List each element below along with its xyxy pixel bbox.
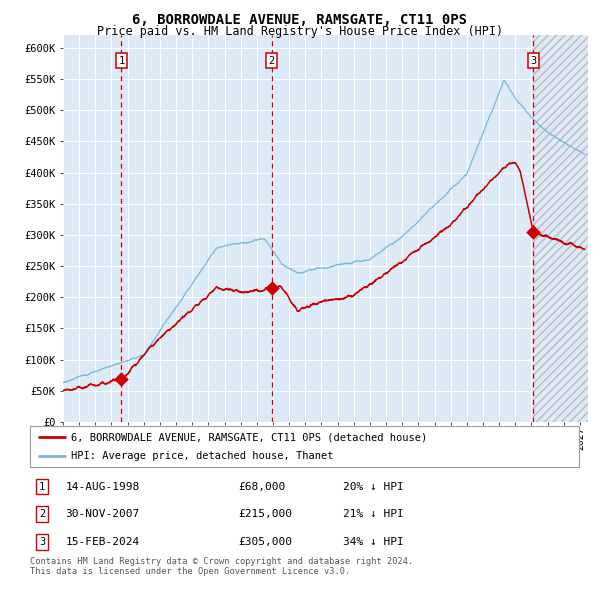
FancyBboxPatch shape <box>30 426 579 467</box>
Text: 2: 2 <box>39 509 45 519</box>
Text: 1: 1 <box>118 55 125 65</box>
Text: 3: 3 <box>530 55 536 65</box>
Point <box>116 375 126 384</box>
Point <box>529 227 538 237</box>
Text: 20% ↓ HPI: 20% ↓ HPI <box>343 482 404 491</box>
Text: Price paid vs. HM Land Registry's House Price Index (HPI): Price paid vs. HM Land Registry's House … <box>97 25 503 38</box>
Text: £68,000: £68,000 <box>239 482 286 491</box>
Text: 3: 3 <box>39 537 45 547</box>
Text: 2: 2 <box>269 55 275 65</box>
Text: 6, BORROWDALE AVENUE, RAMSGATE, CT11 0PS: 6, BORROWDALE AVENUE, RAMSGATE, CT11 0PS <box>133 13 467 27</box>
Text: 1: 1 <box>39 482 45 491</box>
Point <box>267 283 277 293</box>
Text: 34% ↓ HPI: 34% ↓ HPI <box>343 537 404 547</box>
Text: HPI: Average price, detached house, Thanet: HPI: Average price, detached house, Than… <box>71 451 334 461</box>
Text: 21% ↓ HPI: 21% ↓ HPI <box>343 509 404 519</box>
Text: £305,000: £305,000 <box>239 537 293 547</box>
Text: 15-FEB-2024: 15-FEB-2024 <box>65 537 140 547</box>
Text: 14-AUG-1998: 14-AUG-1998 <box>65 482 140 491</box>
Bar <box>533 35 588 422</box>
Text: Contains HM Land Registry data © Crown copyright and database right 2024.
This d: Contains HM Land Registry data © Crown c… <box>30 557 413 576</box>
Text: 30-NOV-2007: 30-NOV-2007 <box>65 509 140 519</box>
Text: £215,000: £215,000 <box>239 509 293 519</box>
Text: 6, BORROWDALE AVENUE, RAMSGATE, CT11 0PS (detached house): 6, BORROWDALE AVENUE, RAMSGATE, CT11 0PS… <box>71 432 427 442</box>
